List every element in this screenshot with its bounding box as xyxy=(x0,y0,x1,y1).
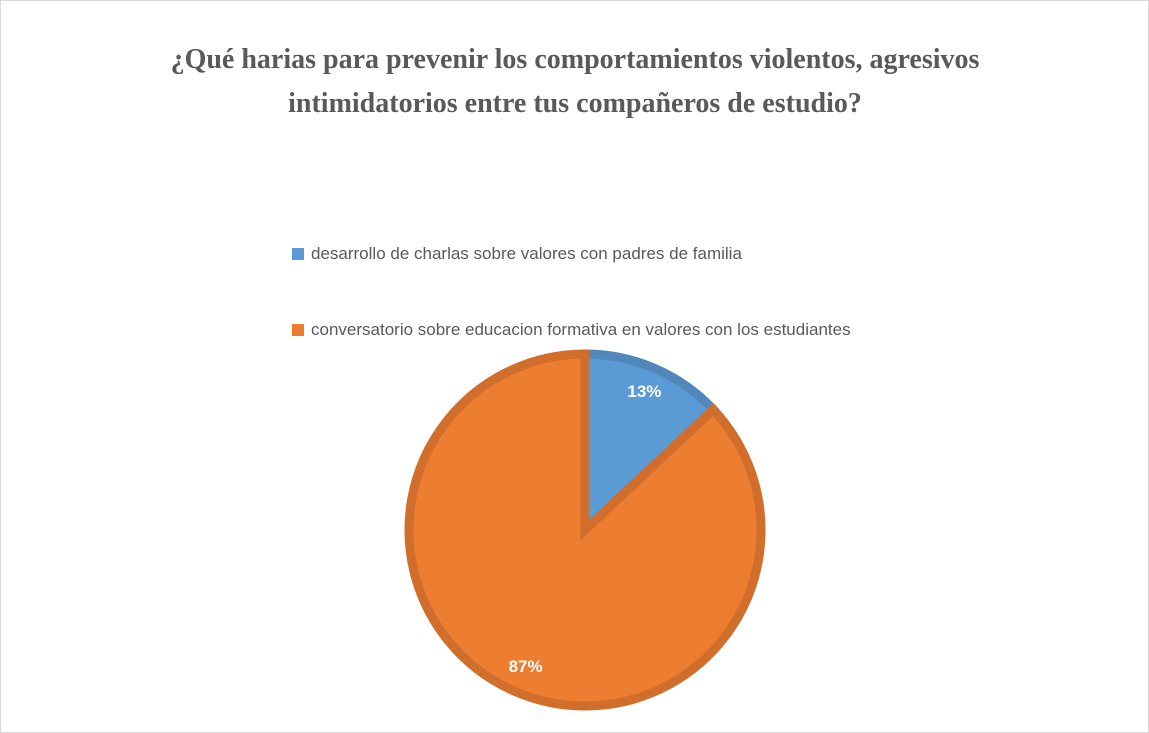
legend-label: desarrollo de charlas sobre valores con … xyxy=(311,244,742,263)
legend-item: desarrollo de charlas sobre valores con … xyxy=(292,242,872,266)
legend-swatch xyxy=(292,324,304,336)
legend-swatch xyxy=(292,248,304,260)
pie-slice xyxy=(580,349,720,541)
pie-slice xyxy=(404,349,766,711)
data-label: 87% xyxy=(509,657,543,676)
legend-label: conversatorio sobre educacion formativa … xyxy=(311,320,851,339)
legend: desarrollo de charlas sobre valores con … xyxy=(292,242,872,394)
data-label: 13% xyxy=(627,382,661,401)
legend-item: conversatorio sobre educacion formativa … xyxy=(292,318,872,342)
chart-title: ¿Qué harias para prevenir los comportami… xyxy=(170,44,980,119)
